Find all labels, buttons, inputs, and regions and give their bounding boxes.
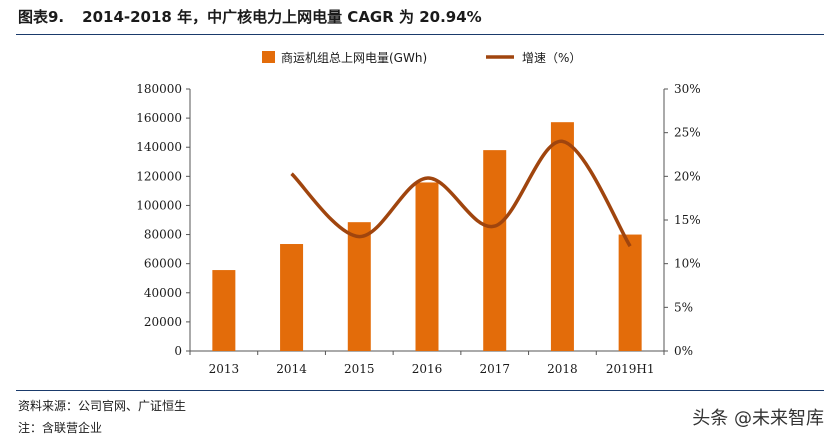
bar [483,150,507,351]
left-tick-label: 120000 [136,169,182,183]
watermark: 头条 @未来智库 [692,408,824,429]
bar [347,222,371,351]
bar-series [212,122,642,351]
bar [618,234,642,351]
bar [212,270,236,351]
right-tick-label: 15% [674,213,701,227]
figure-number: 图表9. [18,8,65,26]
left-tick-label: 140000 [136,140,182,154]
left-tick-label: 20000 [144,315,182,329]
combo-chart: 商运机组总上网电量(GWh) 增速（%） 0 20000 40000 60000 8000… [136,50,701,376]
right-y-axis: 0% 5% 10% 15% 20% 25% 30% [663,82,701,358]
left-tick-label: 180000 [136,82,182,96]
bottom-rule [16,390,824,391]
x-tick-label: 2017 [479,362,510,376]
x-tick-label: 2018 [547,362,578,376]
left-tick-label: 0 [174,344,182,358]
x-tick-label: 2013 [209,362,240,376]
bar [280,244,304,351]
bar [415,182,439,351]
left-tick-label: 60000 [144,257,182,271]
chart-legend: 商运机组总上网电量(GWh) 增速（%） [262,50,581,65]
right-tick-label: 20% [674,169,701,183]
left-tick-label: 80000 [144,228,182,242]
top-rule [16,34,824,35]
right-tick-label: 5% [674,300,693,314]
right-tick-label: 10% [674,257,701,271]
right-tick-label: 0% [674,344,693,358]
bar [550,122,574,351]
right-tick-label: 25% [674,126,701,140]
footnote: 注：含联营企业 [18,421,103,435]
source-note: 资料来源：公司官网、广证恒生 [18,399,187,413]
left-tick-label: 100000 [136,198,182,212]
x-tick-label: 2016 [412,362,443,376]
legend-bar-swatch [262,51,275,63]
legend-bar-label: 商运机组总上网电量(GWh) [281,50,427,65]
legend-line-label: 增速（%） [522,51,581,65]
x-tick-label: 2019H1 [606,362,655,376]
right-tick-label: 30% [674,82,701,96]
x-tick-label: 2015 [344,362,375,376]
line-series [290,139,632,248]
left-tick-label: 40000 [144,286,182,300]
figure-title: 图表9. 2014-2018 年，中广核电力上网电量 CAGR 为 20.94% [18,6,482,27]
x-axis: 2013 2014 2015 2016 2017 2018 2019H1 [189,350,665,376]
growth-line [290,139,632,248]
figure-title-text: 2014-2018 年，中广核电力上网电量 CAGR 为 20.94% [82,8,482,26]
left-y-axis: 0 20000 40000 60000 80000 100000 120000 140000 1… [136,82,191,358]
left-tick-label: 160000 [136,111,182,125]
x-tick-label: 2014 [276,362,307,376]
